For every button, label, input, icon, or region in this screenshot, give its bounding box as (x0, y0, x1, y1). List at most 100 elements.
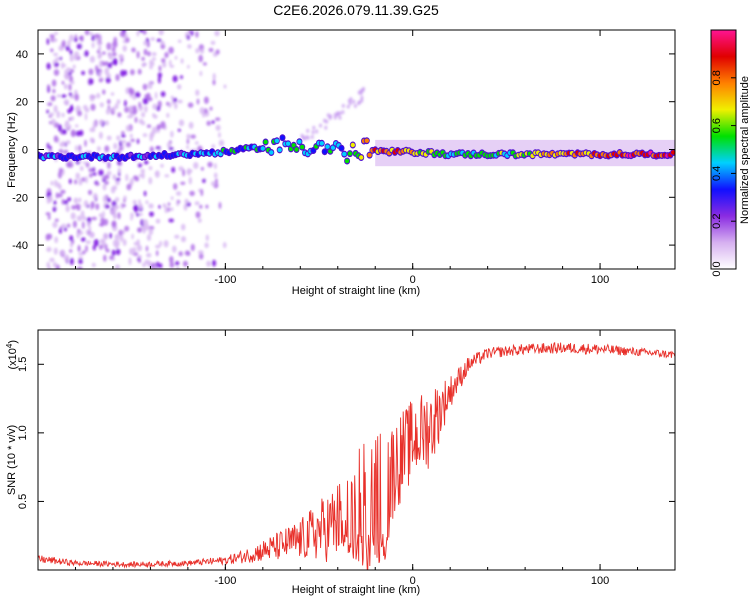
spectrogram-noise-blob (98, 131, 103, 139)
spectrogram-noise-blob (84, 30, 90, 36)
spectrogram-noise-blob (102, 195, 107, 203)
spectrogram-noise-blob (78, 144, 82, 152)
spectrogram-noise-blob (52, 88, 56, 94)
spectrogram-noise-blob (156, 124, 161, 131)
spectrogram-noise-blob (58, 45, 64, 52)
colorbar-fill (711, 30, 736, 269)
ridge-core (269, 150, 274, 155)
spectrogram-noise-blob (182, 260, 188, 267)
spectrogram-noise-blob (49, 34, 55, 38)
spectrogram-noise-blob (136, 138, 140, 144)
spectrogram-branch-blob (310, 135, 314, 139)
snr-frame (37, 329, 676, 571)
spectrogram-noise-blob (129, 247, 134, 255)
spectrogram-noise-blob (102, 232, 109, 241)
spectrogram-noise-blob (170, 196, 174, 201)
spectrogram-noise-blob (70, 212, 76, 220)
ridge-core (344, 158, 350, 164)
spectrogram-noise-blob (80, 237, 86, 242)
spectrogram-branch-blob (359, 88, 363, 93)
spectrogram-noise-blob (66, 161, 71, 168)
spectrogram-noise-blob (52, 38, 58, 42)
spectrogram-noise-blob (61, 94, 67, 98)
spectrogram-noise-blob (172, 245, 177, 253)
ridge-core (263, 139, 268, 145)
spectrogram-noise-blob (96, 92, 101, 99)
spectrogram-noise-blob (96, 39, 100, 46)
spectrogram-noise-blob (61, 142, 66, 147)
spectrogram-noise-blob (118, 54, 124, 58)
spectrogram-noise-blob (89, 32, 93, 36)
spectrogram-noise-blob (74, 179, 78, 185)
spectrogram-noise-blob (96, 146, 101, 152)
spectrogram-noise-blob (148, 166, 153, 171)
spectrogram-noise-blob (149, 146, 154, 153)
spectrogram-noise-blob (187, 102, 194, 108)
spectrogram-noise-blob (91, 42, 95, 49)
spectrogram-noise-blob (138, 118, 144, 124)
spectrogram-noise-blob (91, 34, 95, 42)
spectrogram-noise-blob (69, 54, 74, 62)
ridge-core (342, 151, 347, 157)
ridge-core (285, 141, 291, 146)
ridge-core (350, 142, 355, 148)
spectrogram-noise-blob (107, 62, 113, 69)
chart-title: C2E6.2026.079.11.39.G25 (273, 2, 439, 18)
spectrogram-noise-blob (114, 103, 119, 110)
spectrogram-noise-blob (173, 183, 178, 190)
spectrogram-noise-blob (107, 161, 111, 169)
spectrogram-noise-blob (64, 122, 70, 129)
spectrogram-noise-blob (125, 173, 129, 182)
spectrogram-noise-blob (149, 133, 153, 142)
ridge-core (274, 138, 280, 143)
spectrogram-noise-blob (130, 212, 134, 219)
spectrogram-noise-blob (147, 51, 151, 57)
spectrogram-ytick-label: 0 (22, 145, 28, 157)
spectrogram-ticks: -100 0 100 -40 -20 0 20 40 (12, 30, 676, 286)
spectrogram-noise-blob (124, 225, 130, 232)
spectrogram-noise-blob (53, 105, 58, 113)
spectrogram-noise-blob (63, 99, 70, 106)
spectrogram-noise-blob (180, 75, 183, 79)
spectrogram-noise-blob (106, 170, 112, 176)
ridge-core (297, 139, 302, 144)
spectrogram-noise-blob (127, 115, 133, 119)
spectrogram-branch-blob (306, 135, 310, 140)
spectrogram-noise-blob (202, 62, 207, 66)
spectrogram-noise-blob (46, 62, 51, 70)
spectrogram-noise-blob (77, 228, 81, 234)
ridge-core (670, 150, 675, 155)
spectrogram-noise-blob (104, 67, 110, 76)
spectrogram-noise-blob (115, 73, 120, 82)
spectrogram-noise-blob (71, 80, 75, 85)
spectrogram-noise-blob (78, 197, 82, 203)
spectrogram-noise-blob (74, 93, 79, 101)
spectrogram-noise-blob (163, 240, 169, 248)
spectrogram-noise-blob (89, 78, 94, 85)
spectrogram-noise-blob (119, 234, 124, 242)
spectrogram-noise-blob (98, 244, 103, 250)
ridge-core (260, 146, 265, 151)
spectrogram-noise-blob (198, 250, 204, 255)
colorbar-label: Normalized spectral amplitude (739, 76, 750, 224)
spectrogram-noise-blob (122, 45, 127, 52)
spectrogram-noise-blob (123, 195, 127, 201)
snr-ytick-label: 1.5 (17, 357, 29, 372)
colorbar: 0.0 0.2 0.4 0.6 0.8 Normalized spectral ampl… (710, 29, 750, 277)
spectrogram-noise-blob (61, 223, 67, 228)
spectrogram-noise-blob (171, 166, 176, 173)
spectrogram-noise-blob (65, 140, 71, 145)
snr-xlabel: Height of straight line (km) (292, 584, 420, 596)
spectrogram-noise-blob (169, 64, 175, 68)
spectrogram-noise-blob (47, 102, 53, 107)
spectrogram-noise-blob (188, 121, 194, 129)
spectrogram-noise-blob (60, 189, 66, 194)
spectrogram-noise-blob (142, 83, 148, 91)
spectrogram-noise-blob (65, 205, 70, 213)
spectrogram-noise-blob (63, 149, 69, 155)
spectrogram-noise-blob (151, 57, 156, 61)
spectrogram-noise-blob (144, 94, 149, 98)
spectrogram-noise-blob (57, 171, 62, 179)
spectrogram-noise-blob (144, 259, 150, 265)
spectrogram-branch-blob (349, 97, 353, 102)
